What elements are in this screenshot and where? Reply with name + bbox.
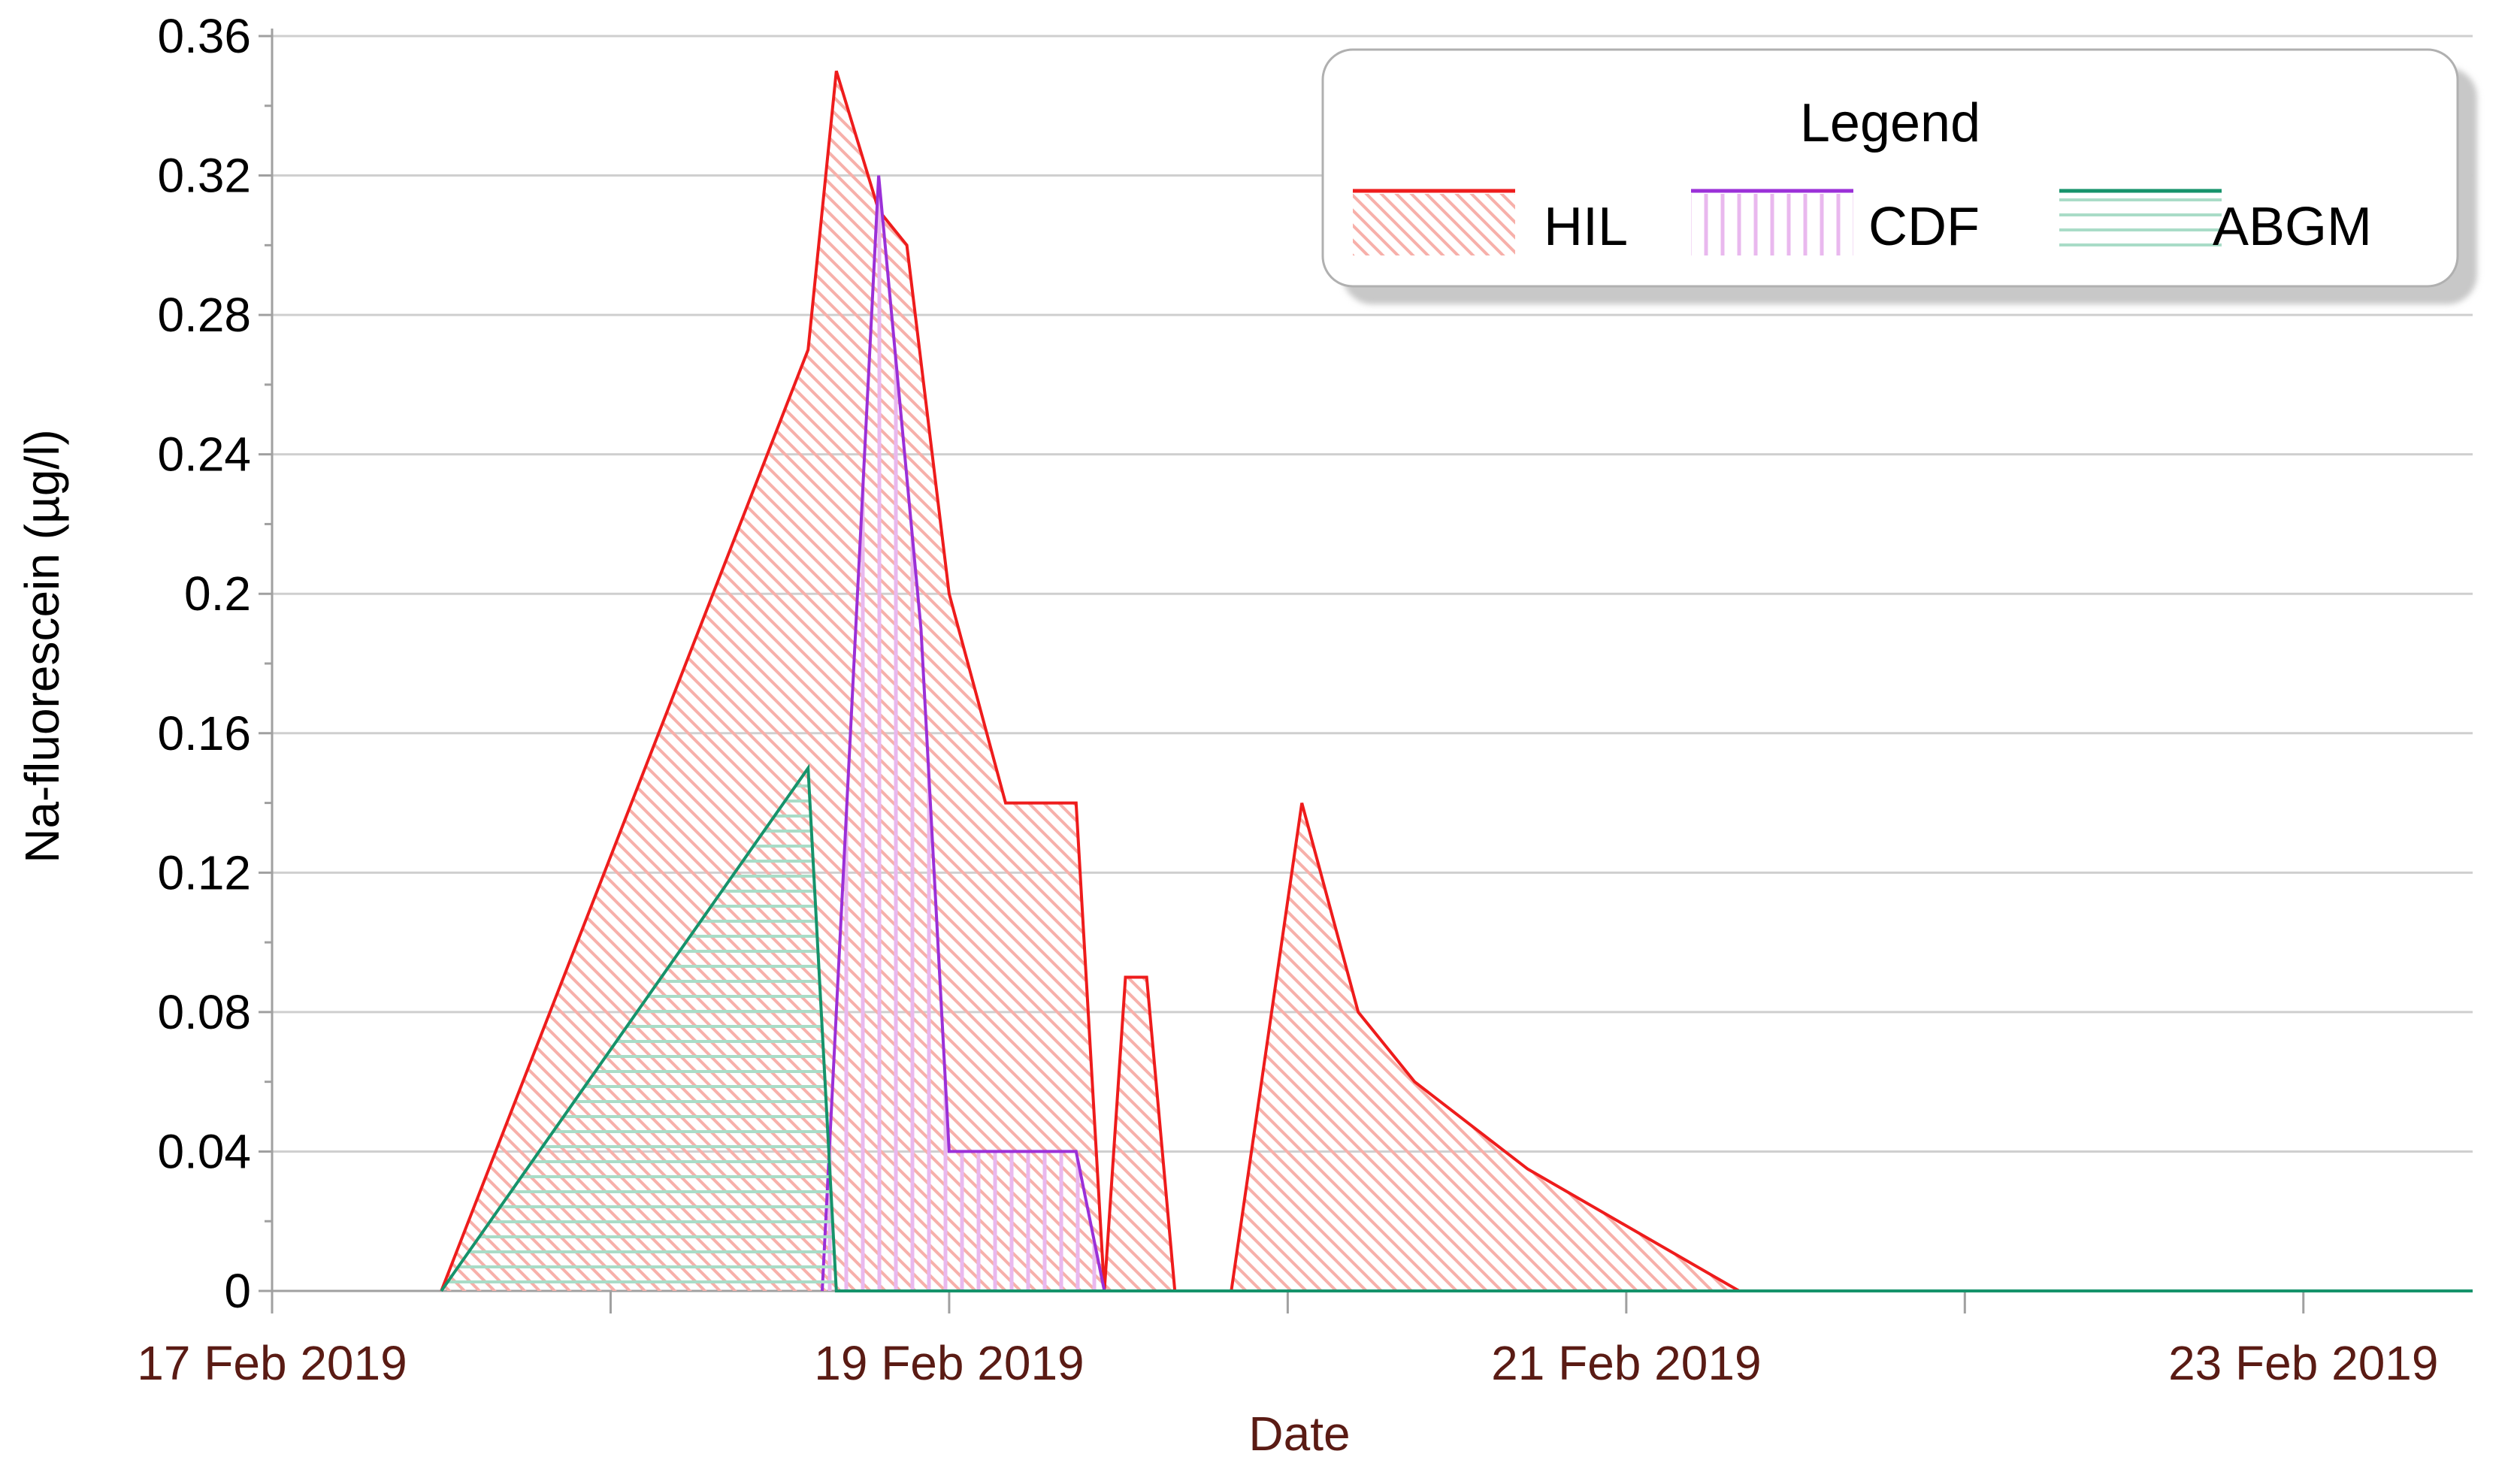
y-tick-label: 0.32 [157, 149, 251, 203]
series-line-cdf [821, 175, 1106, 1292]
legend-entry-hil: HIL [1353, 189, 1628, 257]
series-area-hil [441, 71, 1175, 1291]
y-tick-label: 0.16 [157, 706, 251, 760]
series-cdf [821, 175, 1106, 1292]
legend-entry-abgm: ABGM [2059, 189, 2372, 257]
series-line-hil [440, 70, 1177, 1292]
y-tick-label: 0.24 [157, 428, 251, 482]
legend-label-hil: HIL [1544, 197, 1628, 257]
series-abgm [440, 763, 2473, 1292]
legend-swatch-abgm [2059, 194, 2222, 255]
y-tick-label: 0 [224, 1264, 251, 1318]
y-tick-label: 0.28 [157, 288, 251, 342]
legend-swatch-hil [1353, 194, 1515, 255]
legend-title: Legend [1800, 93, 1980, 153]
series-area-cdf [822, 175, 1105, 1292]
y-tick-label: 0.04 [157, 1124, 251, 1178]
legend-label-abgm: ABGM [2213, 197, 2372, 257]
x-tick-label: 23 Feb 2019 [2168, 1336, 2438, 1390]
legend-entry-cdf: CDF [1691, 189, 1980, 257]
y-axis-title: Na-fluorescein (µg/l) [15, 429, 69, 863]
series-layer [440, 70, 2473, 1292]
y-tick-label: 0.08 [157, 985, 251, 1039]
y-tick-label: 0.36 [157, 9, 251, 63]
legend-label-cdf: CDF [1868, 197, 1980, 257]
legend-swatch-cdf [1691, 194, 1853, 255]
legend: Legend HIL CDF ABGM [1321, 48, 2459, 288]
x-tick-label: 21 Feb 2019 [1491, 1336, 1761, 1390]
series-area-hil [1231, 803, 2473, 1291]
x-axis-title: Date [1248, 1407, 1350, 1457]
series-area-abgm [441, 768, 2473, 1291]
y-tick-label: 0.2 [184, 567, 251, 621]
x-tick-label: 17 Feb 2019 [137, 1336, 407, 1390]
series-line-abgm [440, 763, 2473, 1292]
tick-labels: 0 0.04 0.08 0.12 0.16 0.2 0.24 0.28 0.32 0.36 17 F… [137, 9, 2438, 1390]
x-tick-label: 19 Feb 2019 [814, 1336, 1084, 1390]
y-tick-label: 0.12 [157, 845, 251, 899]
